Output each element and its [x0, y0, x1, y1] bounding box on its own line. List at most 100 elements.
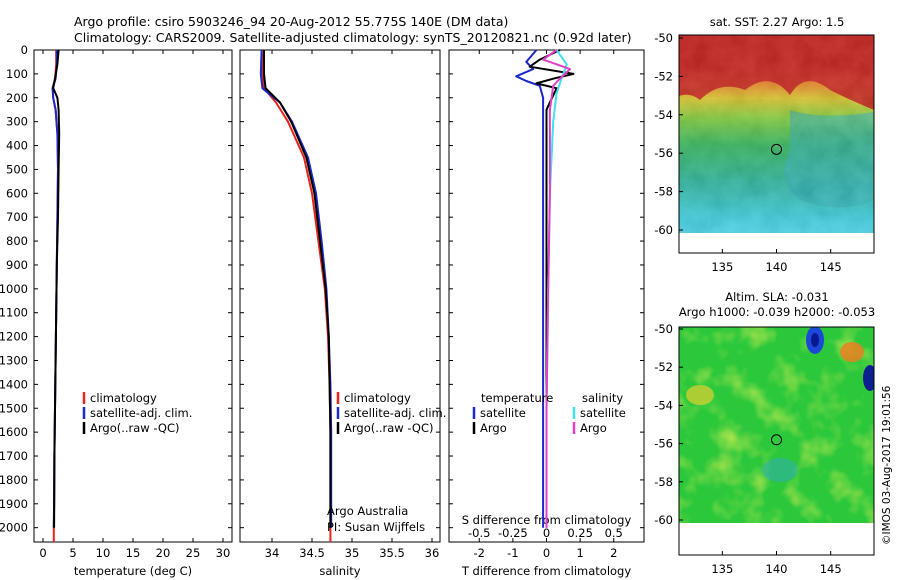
sla-low-core: [811, 333, 819, 347]
legend-label-s-argo: Argo: [580, 421, 607, 435]
lat-tick-label: -56: [654, 437, 673, 451]
x-tick-label: 34.5: [299, 546, 325, 560]
depth-tick-label: 900: [6, 258, 28, 272]
x-tick-label: 35.5: [379, 546, 405, 560]
annotation-line1: Argo Australia: [327, 504, 408, 518]
depth-tick-label: 1100: [0, 306, 28, 320]
lon-tick-label: 140: [766, 562, 788, 576]
sst-map-title: sat. SST: 2.27 Argo: 1.5: [710, 15, 845, 29]
difference-legend: temperature satellite Argo salinity sate…: [472, 391, 626, 435]
lat-tick-label: -60: [654, 223, 673, 237]
sla-axes: -50 -52 -54 -56 -58 -60 135 140 145: [654, 322, 841, 576]
series-t-argo: [528, 49, 575, 528]
depth-axis: 0 100 200 300 400 500 600 700 800 900 1000 1100 1200…: [0, 43, 644, 535]
header-line2: Climatology: CARS2009. Satellite-adjuste…: [74, 30, 631, 45]
lat-tick-label: -50: [654, 31, 673, 45]
legend-label-t-argo: Argo: [480, 421, 507, 435]
x-tick-label: -2: [474, 546, 485, 560]
x-tick-label: 1: [576, 546, 583, 560]
sla-low-anomaly-south: [762, 458, 798, 482]
sla-map-subtitle: Argo h1000: -0.039 h2000: -0.053: [679, 305, 875, 319]
series-argo-raw-qc: [52, 49, 61, 528]
lon-tick-label: 145: [820, 562, 842, 576]
header-line1: Argo profile: csiro 5903246_94 20-Aug-20…: [74, 14, 508, 29]
annotation-line2: PI: Susan Wijffels: [327, 520, 425, 534]
temperature-legend: climatology satellite-adj. clim. Argo(..…: [82, 391, 192, 435]
lat-tick-label: -50: [654, 322, 673, 336]
x-tick-label: 34: [265, 546, 280, 560]
sla-high-anomaly-west: [686, 385, 714, 405]
legend-label-s-satellite: satellite: [580, 406, 626, 420]
x-axis-label: salinity: [319, 564, 360, 578]
x-tick-label: 0: [543, 546, 550, 560]
sla-low-anomaly-east: [863, 365, 874, 391]
series-argo-raw-qc: [263, 50, 332, 528]
top-x-tick-label: -0.25: [498, 526, 528, 540]
x-tick-label: 0: [39, 546, 46, 560]
series-climatology: [261, 50, 332, 542]
sst-blank-strip: [679, 233, 874, 253]
top-x-tick-label: 0.25: [567, 526, 593, 540]
depth-tick-label: 600: [6, 186, 28, 200]
x-tick-label: 10: [96, 546, 111, 560]
sla-argo-location-marker: [771, 434, 782, 446]
x-tick-label: 25: [186, 546, 201, 560]
top-x-tick-label: 0: [543, 526, 550, 540]
sla-map-title: Altim. SLA: -0.031: [725, 290, 829, 304]
lat-tick-label: -60: [654, 513, 673, 527]
x-tick-label: 30: [216, 546, 231, 560]
top-x-tick-label: 0.5: [605, 526, 623, 540]
x-tick-label: -1: [507, 546, 518, 560]
depth-tick-label: 1400: [0, 377, 28, 391]
series-satellite-adj-clim: [259, 49, 333, 528]
lon-tick-label: 135: [711, 260, 733, 274]
x-tick-label: 5: [69, 546, 76, 560]
legend-label-climatology: climatology: [90, 391, 157, 405]
depth-tick-label: 1000: [0, 282, 28, 296]
depth-tick-label: 2000: [0, 521, 28, 535]
legend-label-satellite: satellite-adj. clim.: [90, 406, 192, 420]
depth-tick-label: 1600: [0, 425, 28, 439]
depth-tick-label: 200: [6, 91, 28, 105]
sst-axes: -50 -52 -54 -56 -58 -60 135 140 145: [654, 31, 841, 274]
depth-tick-label: 0: [21, 43, 28, 57]
sst-argo-location-marker: [771, 143, 782, 155]
depth-tick-label: 1500: [0, 401, 28, 415]
depth-tick-label: 1700: [0, 449, 28, 463]
lat-tick-label: -58: [654, 475, 673, 489]
sla-map: Altim. SLA: -0.031 Argo h1000: -0.039 h2…: [654, 290, 875, 576]
temperature-panel-frame: [33, 49, 233, 543]
depth-tick-label: 1300: [0, 353, 28, 367]
sla-blank-strip: [679, 523, 874, 555]
credit-text: ©IMOS 03-Aug-2017 19:01:56: [881, 385, 893, 545]
sla-high-anomaly: [840, 342, 864, 362]
depth-tick-label: 400: [6, 139, 28, 153]
series-t-satellite: [515, 49, 545, 528]
depth-tick-label: 1800: [0, 473, 28, 487]
depth-tick-label: 800: [6, 234, 28, 248]
lon-tick-label: 140: [766, 260, 788, 274]
lat-tick-label: -54: [654, 108, 673, 122]
salinity-legend: climatology satellite-adj. clim. Argo(..…: [327, 391, 446, 534]
series-s-argo: [542, 49, 571, 528]
depth-tick-label: 1200: [0, 330, 28, 344]
lat-tick-label: -54: [654, 398, 673, 412]
lon-tick-label: 135: [711, 562, 733, 576]
lat-tick-label: -58: [654, 185, 673, 199]
x-axis-label: temperature (deg C): [74, 564, 192, 578]
x-tick-label: 20: [156, 546, 171, 560]
lon-tick-label: 145: [820, 260, 842, 274]
top-x-tick-label: -0.5: [468, 526, 490, 540]
lat-tick-label: -52: [654, 69, 673, 83]
depth-tick-label: 700: [6, 210, 28, 224]
salinity-panel-frame: [239, 49, 441, 543]
legend-label-argo: Argo(..raw -QC): [90, 421, 180, 435]
legend-label-t-satellite: satellite: [480, 406, 526, 420]
depth-tick-label: 500: [6, 162, 28, 176]
x-tick-label: 15: [126, 546, 141, 560]
x-tick-label: 36: [425, 546, 440, 560]
depth-tick-label: 100: [6, 67, 28, 81]
legend-label-argo: Argo(..raw -QC): [344, 421, 434, 435]
